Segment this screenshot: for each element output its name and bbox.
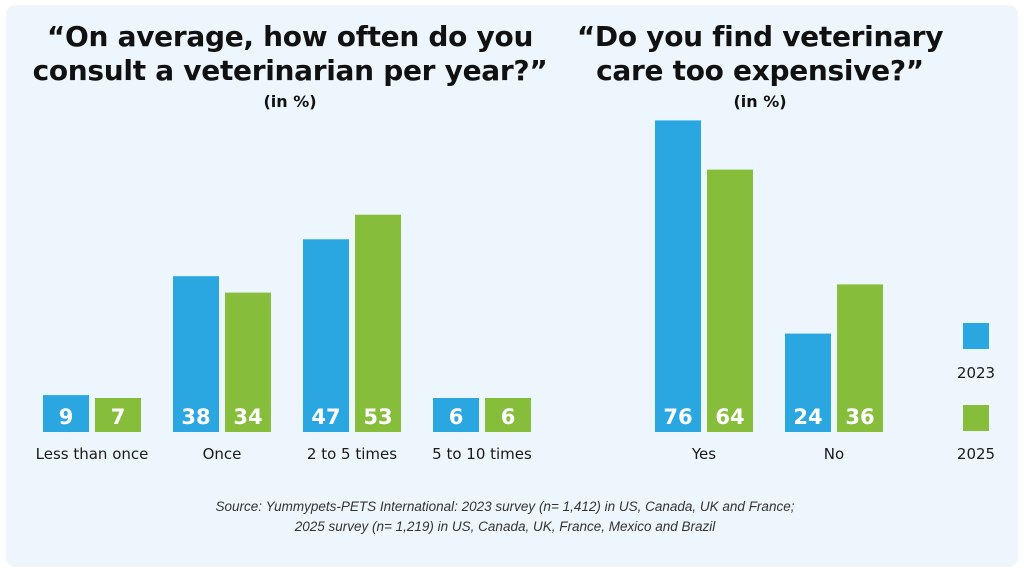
data-label-0-2-2025: 53 (363, 405, 392, 429)
legend-label-2023: 2023 (957, 364, 995, 382)
bar-0-0-2023 (43, 395, 89, 432)
data-label-0-1-2025: 34 (233, 405, 262, 429)
bar-1-1-2025 (837, 284, 883, 432)
data-label-0-1-2023: 38 (181, 405, 210, 429)
bar-1-0-2025 (707, 169, 753, 432)
bar-0-0-2025 (95, 398, 141, 432)
category-label-1-0: Yes (691, 445, 716, 463)
bar-0-3-2025 (485, 398, 531, 432)
bar-0-2-2025 (355, 214, 401, 432)
data-label-0-3-2023: 6 (449, 405, 464, 429)
legend-label-2025: 2025 (957, 445, 995, 463)
chart-title-vet-frequency: “On average, how often do you consult a … (32, 20, 548, 87)
bar-0-2-2023 (303, 239, 349, 432)
chart-subtitle-vet-cost: (in %) (733, 92, 787, 111)
data-label-0-3-2025: 6 (501, 405, 516, 429)
bar-0-1-2023 (173, 276, 219, 432)
data-label-1-1-2023: 24 (793, 405, 822, 429)
data-label-0-0-2025: 7 (111, 405, 126, 429)
data-label-1-1-2025: 36 (845, 405, 874, 429)
data-label-1-0-2023: 76 (663, 405, 692, 429)
data-label-0-0-2023: 9 (59, 405, 74, 429)
category-label-0-2: 2 to 5 times (307, 445, 397, 463)
category-label-0-1: Once (203, 445, 242, 463)
data-label-0-2-2023: 47 (311, 405, 340, 429)
source-line-2: 2025 survey (n= 1,219) in US, Canada, UK… (294, 519, 716, 534)
category-label-1-1: No (824, 445, 844, 463)
category-label-0-0: Less than once (36, 445, 149, 463)
data-label-1-0-2025: 64 (715, 405, 744, 429)
bar-0-1-2025 (225, 292, 271, 432)
legend-swatch-2023 (963, 323, 989, 349)
bar-0-3-2023 (433, 398, 479, 432)
source-line-1: Source: Yummypets-PETS International: 20… (215, 499, 795, 514)
chart-title-vet-cost: “Do you find veterinary care too expensi… (576, 20, 944, 87)
bar-1-0-2023 (655, 120, 701, 433)
source-note: Source: Yummypets-PETS International: 20… (90, 497, 920, 537)
category-label-0-3: 5 to 10 times (432, 445, 532, 463)
legend-swatch-2025 (963, 405, 989, 431)
bar-1-1-2023 (785, 333, 831, 432)
chart-subtitle-vet-frequency: (in %) (263, 92, 317, 111)
